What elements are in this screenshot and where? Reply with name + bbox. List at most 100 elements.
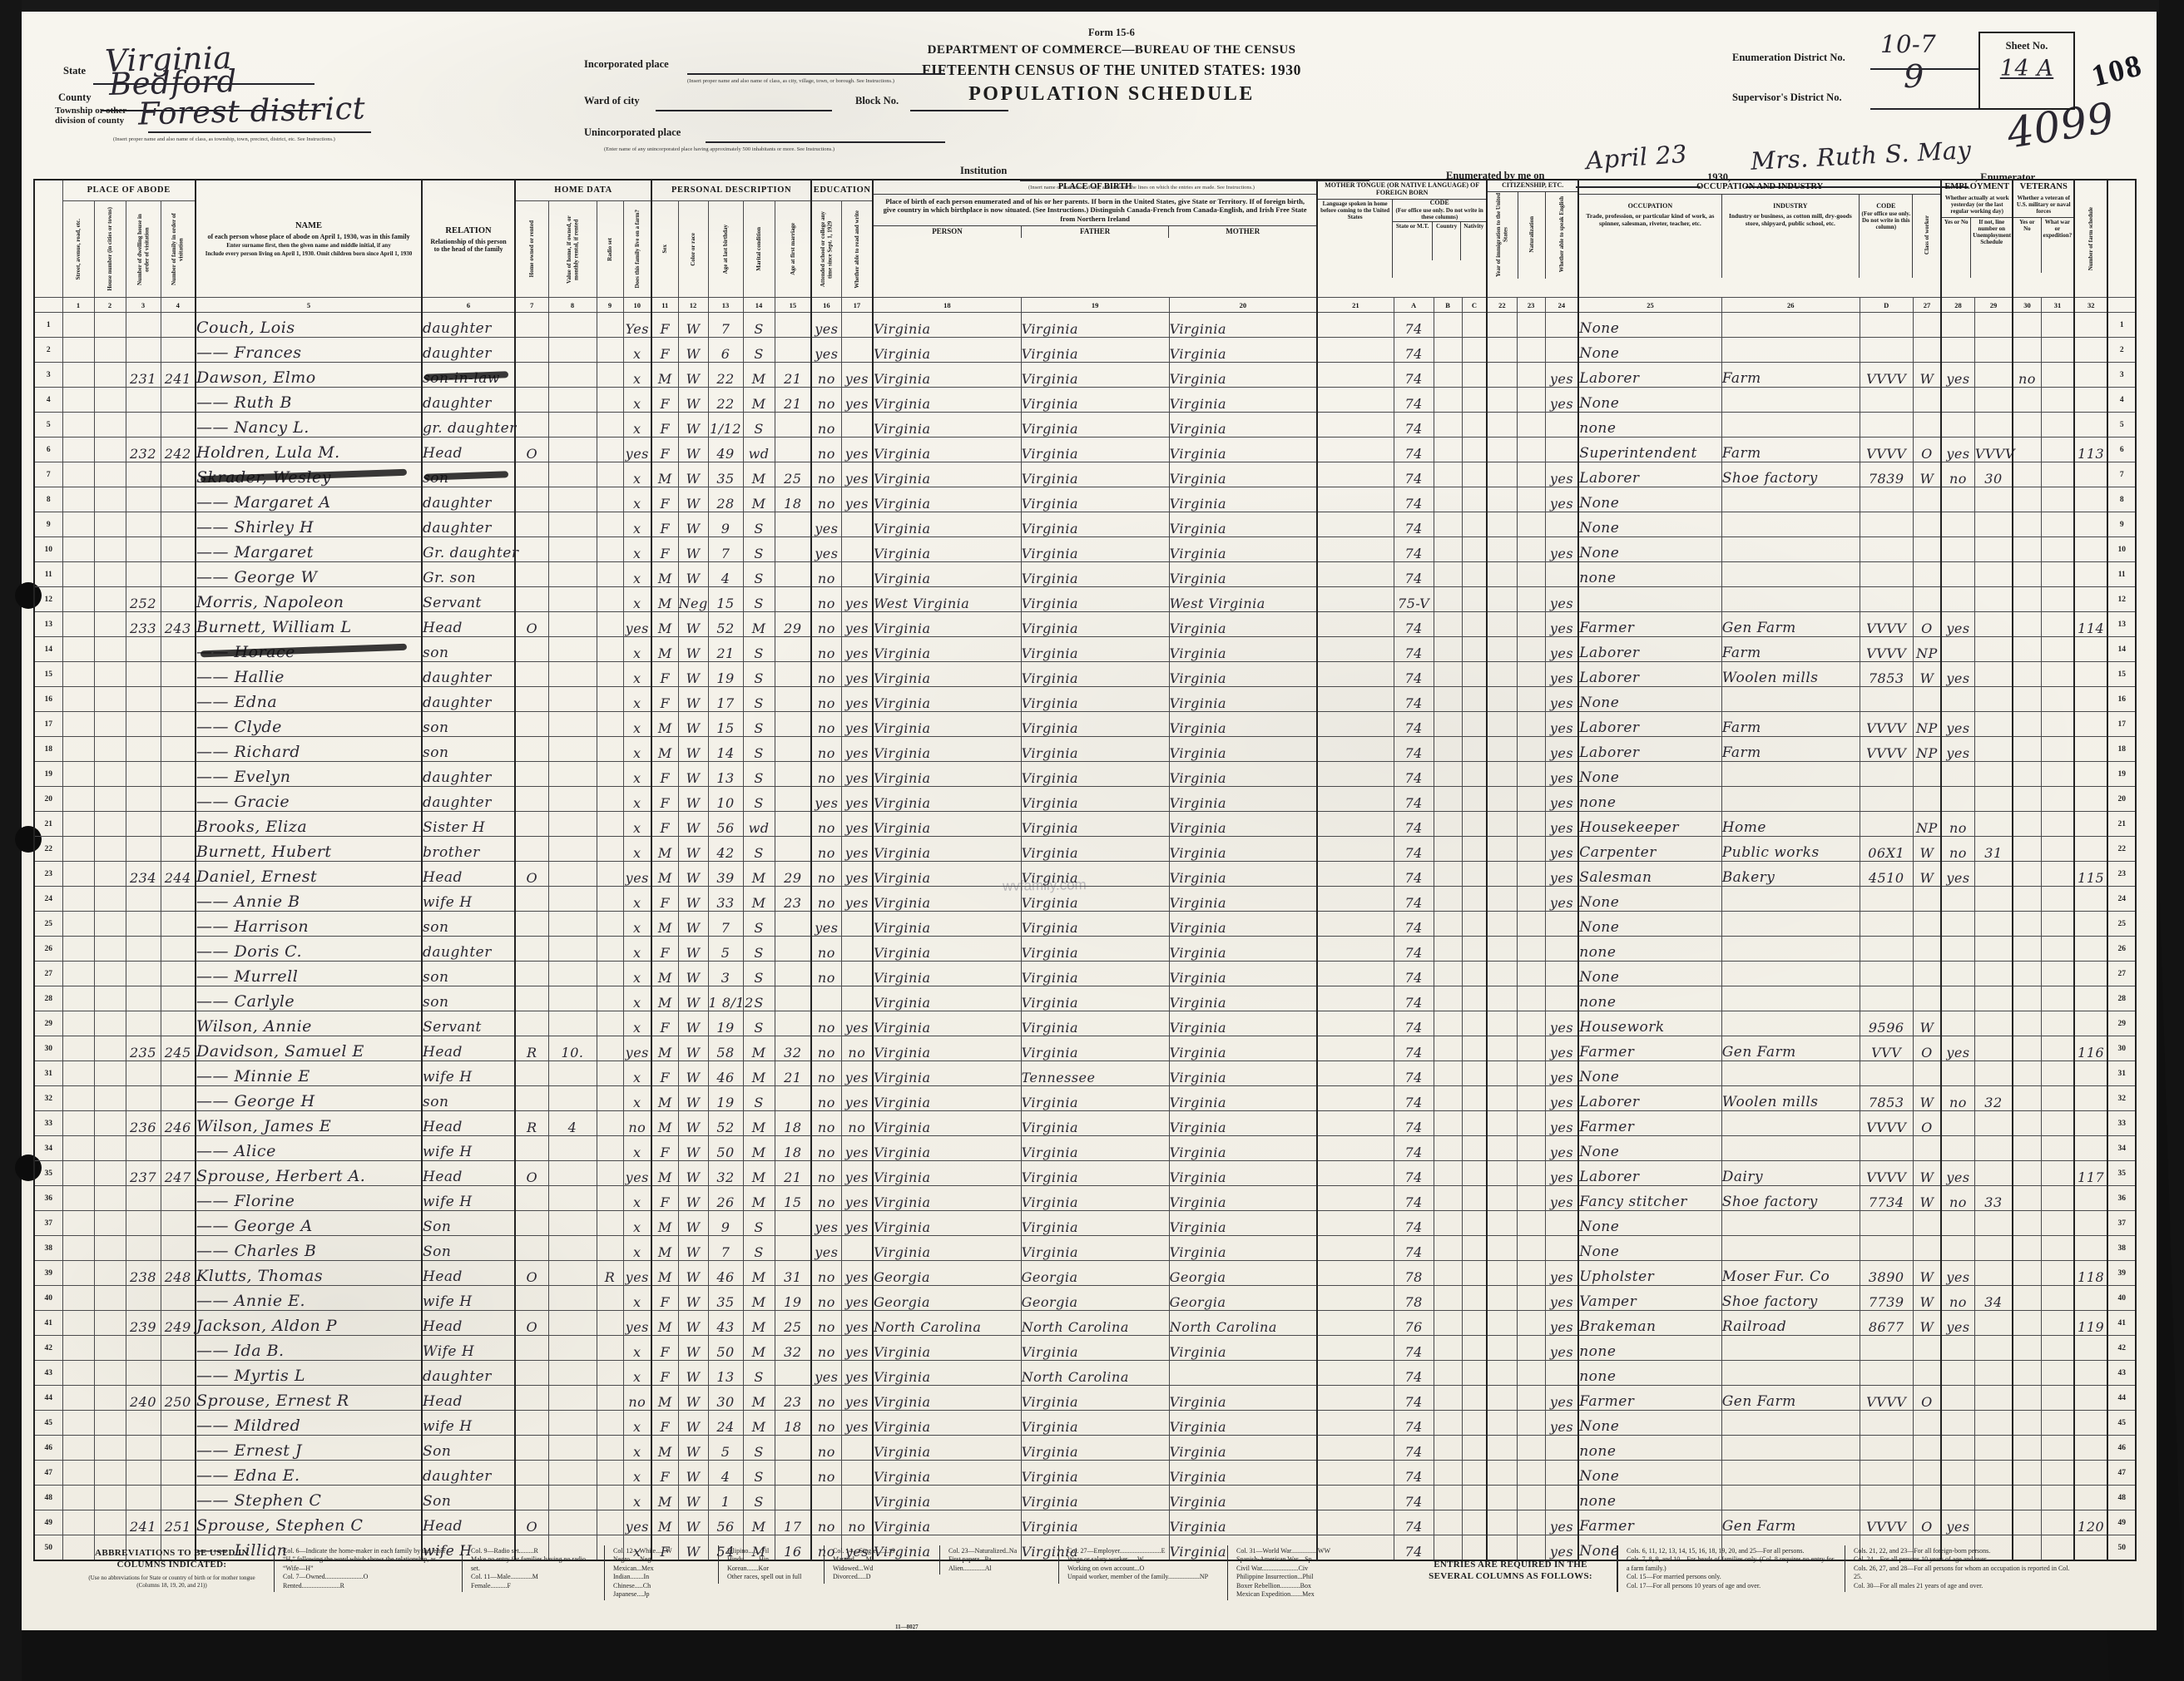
cell-vet <box>2012 661 2042 687</box>
line-number-right: 3 <box>2107 362 2137 388</box>
cell-mar: M <box>742 1410 775 1436</box>
cell-nat <box>1516 512 1546 537</box>
cell-farm: x <box>622 1135 652 1161</box>
cell-sch: no <box>810 836 842 862</box>
cell-unl <box>1974 786 2013 812</box>
cell-rw: yes <box>840 761 874 787</box>
cell-sch: no <box>810 761 842 787</box>
cell-sex: F <box>651 536 679 562</box>
legend-line: Col. 30—For all males 21 years of age an… <box>1854 1581 1983 1590</box>
cell-age: 7 <box>707 536 744 562</box>
cell-mar: S <box>742 936 775 962</box>
cell-mar: S <box>742 586 775 612</box>
colnum-A: A <box>1393 297 1434 313</box>
cell-lang <box>1316 1011 1394 1036</box>
cell-cb <box>1433 387 1463 413</box>
col-age: Age at last birthday <box>707 200 744 298</box>
cell-sex: M <box>651 611 679 637</box>
cell-race: W <box>677 1510 709 1535</box>
cell-ind <box>1721 1061 1860 1086</box>
cell-rw: yes <box>840 586 874 612</box>
cell-vet <box>2012 1061 2042 1086</box>
cell-bm: Virginia <box>1168 1160 1318 1186</box>
cell-nat <box>1516 911 1546 937</box>
cell-emp: no <box>1940 462 1975 487</box>
cell-own <box>514 1061 549 1086</box>
cell-war <box>2040 561 2075 587</box>
line-number-right: 21 <box>2107 811 2137 837</box>
cell-farm: x <box>622 487 652 512</box>
cell-hn <box>93 736 126 762</box>
legend-line: Boxer Rebellion............Box <box>1236 1581 1311 1590</box>
mt-code-nativity: Nativity <box>1460 222 1486 261</box>
cell-sex: M <box>651 861 679 887</box>
cell-war <box>2040 911 2075 937</box>
cell-hn <box>93 686 126 712</box>
col-family-number: Number of family in order of visitation <box>160 200 196 298</box>
cell-war <box>2040 586 2075 612</box>
cell-fs: 118 <box>2073 1260 2108 1286</box>
cell-cls <box>1912 561 1942 587</box>
cell-lang <box>1316 362 1394 388</box>
cell-war <box>2040 1160 2075 1186</box>
cell-hn <box>93 1160 126 1186</box>
cell-own <box>514 1485 549 1510</box>
cell-yr <box>1486 1061 1518 1086</box>
cell-occ: None <box>1577 911 1722 937</box>
cell-occ: Upholster <box>1577 1260 1722 1286</box>
cell-name: Davidson, Samuel E <box>195 1036 423 1061</box>
cell-war <box>2040 861 2075 887</box>
cell-eng: yes <box>1544 886 1579 912</box>
cell-fs <box>2073 1285 2108 1311</box>
cell-yr <box>1486 1011 1518 1036</box>
home-data-header: HOME DATA <box>514 179 652 201</box>
cell-cc <box>1461 861 1488 887</box>
cell-own <box>514 836 549 862</box>
cell-fam: 251 <box>160 1510 196 1535</box>
cell-fam: 242 <box>160 437 196 462</box>
cell-rw <box>840 412 874 438</box>
cell-age: 54 <box>707 1535 744 1561</box>
occupation-title: OCCUPATION <box>1627 201 1673 210</box>
cell-ca: 74 <box>1393 1061 1434 1086</box>
veterans-header: VETERANS Whether a veteran of U.S. milit… <box>2012 179 2075 298</box>
cell-ind: Public works <box>1721 836 1860 862</box>
cell-war <box>2040 1485 2075 1510</box>
cell-mar: S <box>742 1235 775 1261</box>
cell-cb <box>1433 412 1463 438</box>
page-stamp: 108 <box>2087 48 2147 94</box>
colnum-28: 28 <box>1940 297 1975 313</box>
cell-oc: 4510 <box>1859 861 1914 887</box>
cell-ca: 74 <box>1393 1210 1434 1236</box>
cell-nat <box>1516 611 1546 637</box>
cell-nat <box>1516 462 1546 487</box>
cell-nat <box>1516 1085 1546 1111</box>
cell-cc <box>1461 786 1488 812</box>
cell-bp: Virginia <box>872 536 1022 562</box>
cell-rel: daughter <box>421 686 516 712</box>
cell-eng: yes <box>1544 761 1579 787</box>
cell-bm: Virginia <box>1168 636 1318 662</box>
col-farm-schedule: Number of farm schedule <box>2087 206 2094 271</box>
cell-lang <box>1316 437 1394 462</box>
cell-cc <box>1461 1485 1488 1510</box>
cell-dw <box>125 1535 161 1561</box>
cell-war <box>2040 1210 2075 1236</box>
cell-oc <box>1859 986 1914 1011</box>
cell-agem <box>774 936 812 962</box>
cell-emp: yes <box>1940 661 1975 687</box>
cell-cls <box>1912 337 1942 363</box>
cell-oc: VVVV <box>1859 1385 1914 1411</box>
cell-yr <box>1486 1410 1518 1436</box>
cell-cls: W <box>1912 1310 1942 1336</box>
cell-farm: x <box>622 636 652 662</box>
cell-cls: O <box>1912 611 1942 637</box>
line-col-header-right <box>2107 179 2137 298</box>
cell-emp <box>1940 1485 1975 1510</box>
township-label: Township or other division of county <box>55 106 126 126</box>
cell-rel: daughter <box>421 1360 516 1386</box>
cell-yr <box>1486 636 1518 662</box>
cell-bp: Virginia <box>872 611 1022 637</box>
cell-cb <box>1433 1435 1463 1461</box>
